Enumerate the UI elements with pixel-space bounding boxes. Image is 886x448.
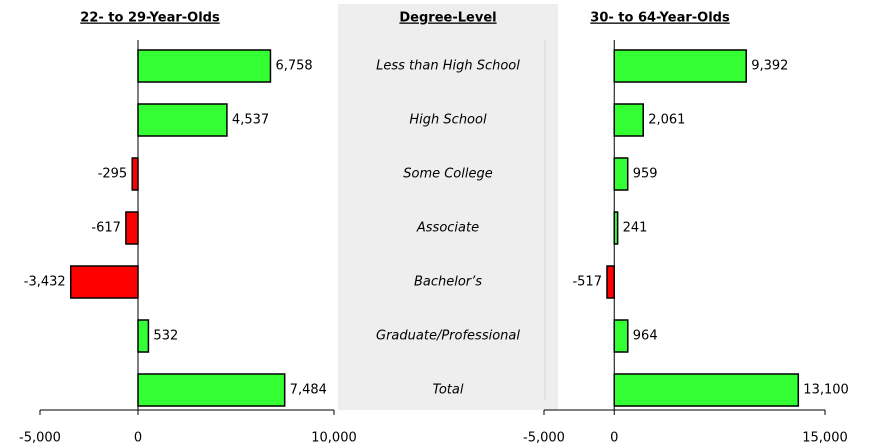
value-label: 7,484 — [290, 383, 327, 398]
x-tick-label: 15,000 — [802, 431, 848, 446]
value-label: 964 — [633, 329, 658, 344]
x-tick-label: 0 — [134, 431, 142, 446]
value-label: 532 — [153, 329, 178, 344]
value-label: 4,537 — [232, 113, 269, 128]
value-label: -3,432 — [24, 275, 66, 290]
value-label: -295 — [98, 167, 128, 182]
bar — [137, 103, 228, 137]
x-tick-label: -5,000 — [19, 431, 61, 446]
value-label: 9,392 — [751, 59, 788, 74]
chart-title: 22- to 29-Year-Olds — [80, 11, 220, 26]
bar — [613, 157, 629, 191]
category-label: Some College — [403, 167, 493, 182]
bar — [137, 373, 286, 407]
category-label: Associate — [416, 221, 479, 236]
value-label: 13,100 — [803, 383, 849, 398]
bar — [69, 265, 139, 299]
category-label: High School — [409, 113, 487, 128]
bar — [613, 103, 644, 137]
bar — [131, 157, 139, 191]
bar — [613, 49, 747, 83]
bar — [613, 211, 619, 245]
category-label: Graduate/Professional — [376, 329, 520, 344]
chart-title: 30- to 64-Year-Olds — [590, 11, 730, 26]
value-label: -617 — [91, 221, 121, 236]
value-label: 959 — [633, 167, 658, 182]
value-label: 2,061 — [648, 113, 685, 128]
category-label: Total — [433, 383, 464, 398]
value-label: 6,758 — [275, 59, 312, 74]
x-tick-label: 0 — [610, 431, 618, 446]
category-label: Bachelor’s — [414, 275, 482, 290]
category-header: Degree-Level — [399, 11, 496, 26]
x-tick-label: 10,000 — [311, 431, 357, 446]
bar — [606, 265, 615, 299]
x-tick-label: -5,000 — [523, 431, 565, 446]
bar — [613, 373, 800, 407]
bar — [137, 49, 272, 83]
category-label: Less than High School — [376, 59, 520, 74]
value-label: -517 — [572, 275, 602, 290]
value-label: 241 — [623, 221, 648, 236]
bar — [613, 319, 629, 353]
category-panel — [338, 4, 558, 410]
bar — [137, 319, 150, 353]
bar — [125, 211, 139, 245]
